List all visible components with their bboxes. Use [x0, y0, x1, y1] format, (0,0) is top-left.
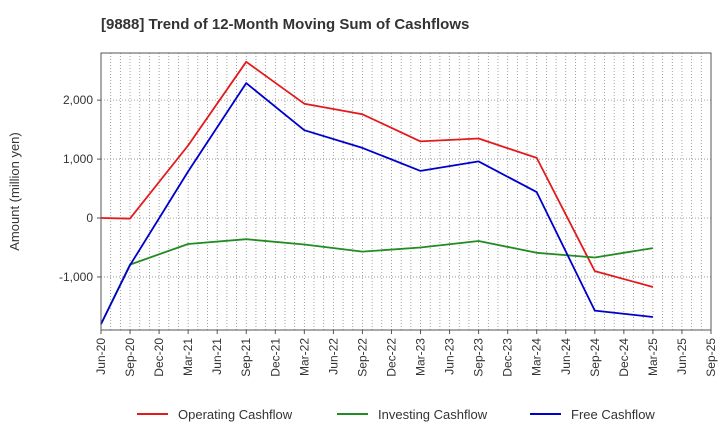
x-tick-label: Jun-21 [210, 338, 224, 375]
x-tick-label: Sep-20 [123, 338, 137, 377]
x-tick-label: Mar-22 [297, 338, 311, 376]
grid [100, 53, 712, 330]
x-tick-label: Jun-24 [559, 338, 573, 375]
series-lines [100, 60, 654, 325]
series-line-free-cashflow [100, 82, 653, 325]
legend: Operating Cashflow Investing Cashflow Free… [137, 407, 655, 422]
x-tick-label: Mar-25 [646, 338, 660, 376]
y-axis: 2,000 1,000 0 -1,000 [59, 93, 101, 284]
x-tick-label: Jun-23 [443, 338, 457, 375]
x-tick-label: Jun-22 [326, 338, 340, 375]
x-tick-label: Jun-25 [675, 338, 689, 375]
y-tick-label: 0 [86, 211, 93, 225]
legend-label-operating-cashflow: Operating Cashflow [178, 407, 293, 422]
x-tick-label: Sep-24 [588, 338, 602, 377]
series-line-operating-cashflow [100, 60, 654, 288]
x-tick-label: Dec-24 [617, 338, 631, 377]
x-tick-label: Dec-20 [152, 338, 166, 377]
legend-label-free-cashflow: Free Cashflow [571, 407, 655, 422]
x-tick-label: Dec-21 [268, 338, 282, 377]
y-tick-label: 1,000 [63, 152, 93, 166]
series-line-investing-cashflow [100, 238, 654, 325]
x-tick-label: Dec-22 [384, 338, 398, 377]
x-tick-label: Sep-25 [704, 338, 718, 377]
plot-frame [100, 52, 712, 331]
y-tick-label: -1,000 [59, 270, 93, 284]
x-tick-label: Mar-24 [530, 338, 544, 376]
x-tick-label: Mar-21 [181, 338, 195, 376]
legend-label-investing-cashflow: Investing Cashflow [378, 407, 488, 422]
y-tick-label: 2,000 [63, 93, 93, 107]
x-tick-label: Sep-22 [355, 338, 369, 377]
x-axis: Jun-20 Sep-20 Dec-20 Mar-21 Jun-21 Sep-21 Dec-… [94, 330, 718, 377]
x-tick-label: Jun-20 [94, 338, 108, 375]
x-tick-label: Sep-23 [472, 338, 486, 377]
y-axis-label: Amount (million yen) [7, 132, 22, 251]
x-tick-label: Sep-21 [239, 338, 253, 377]
x-tick-label: Dec-23 [501, 338, 515, 377]
x-tick-label: Mar-23 [414, 338, 428, 376]
chart-title: [9888] Trend of 12-Month Moving Sum of C… [101, 16, 469, 33]
